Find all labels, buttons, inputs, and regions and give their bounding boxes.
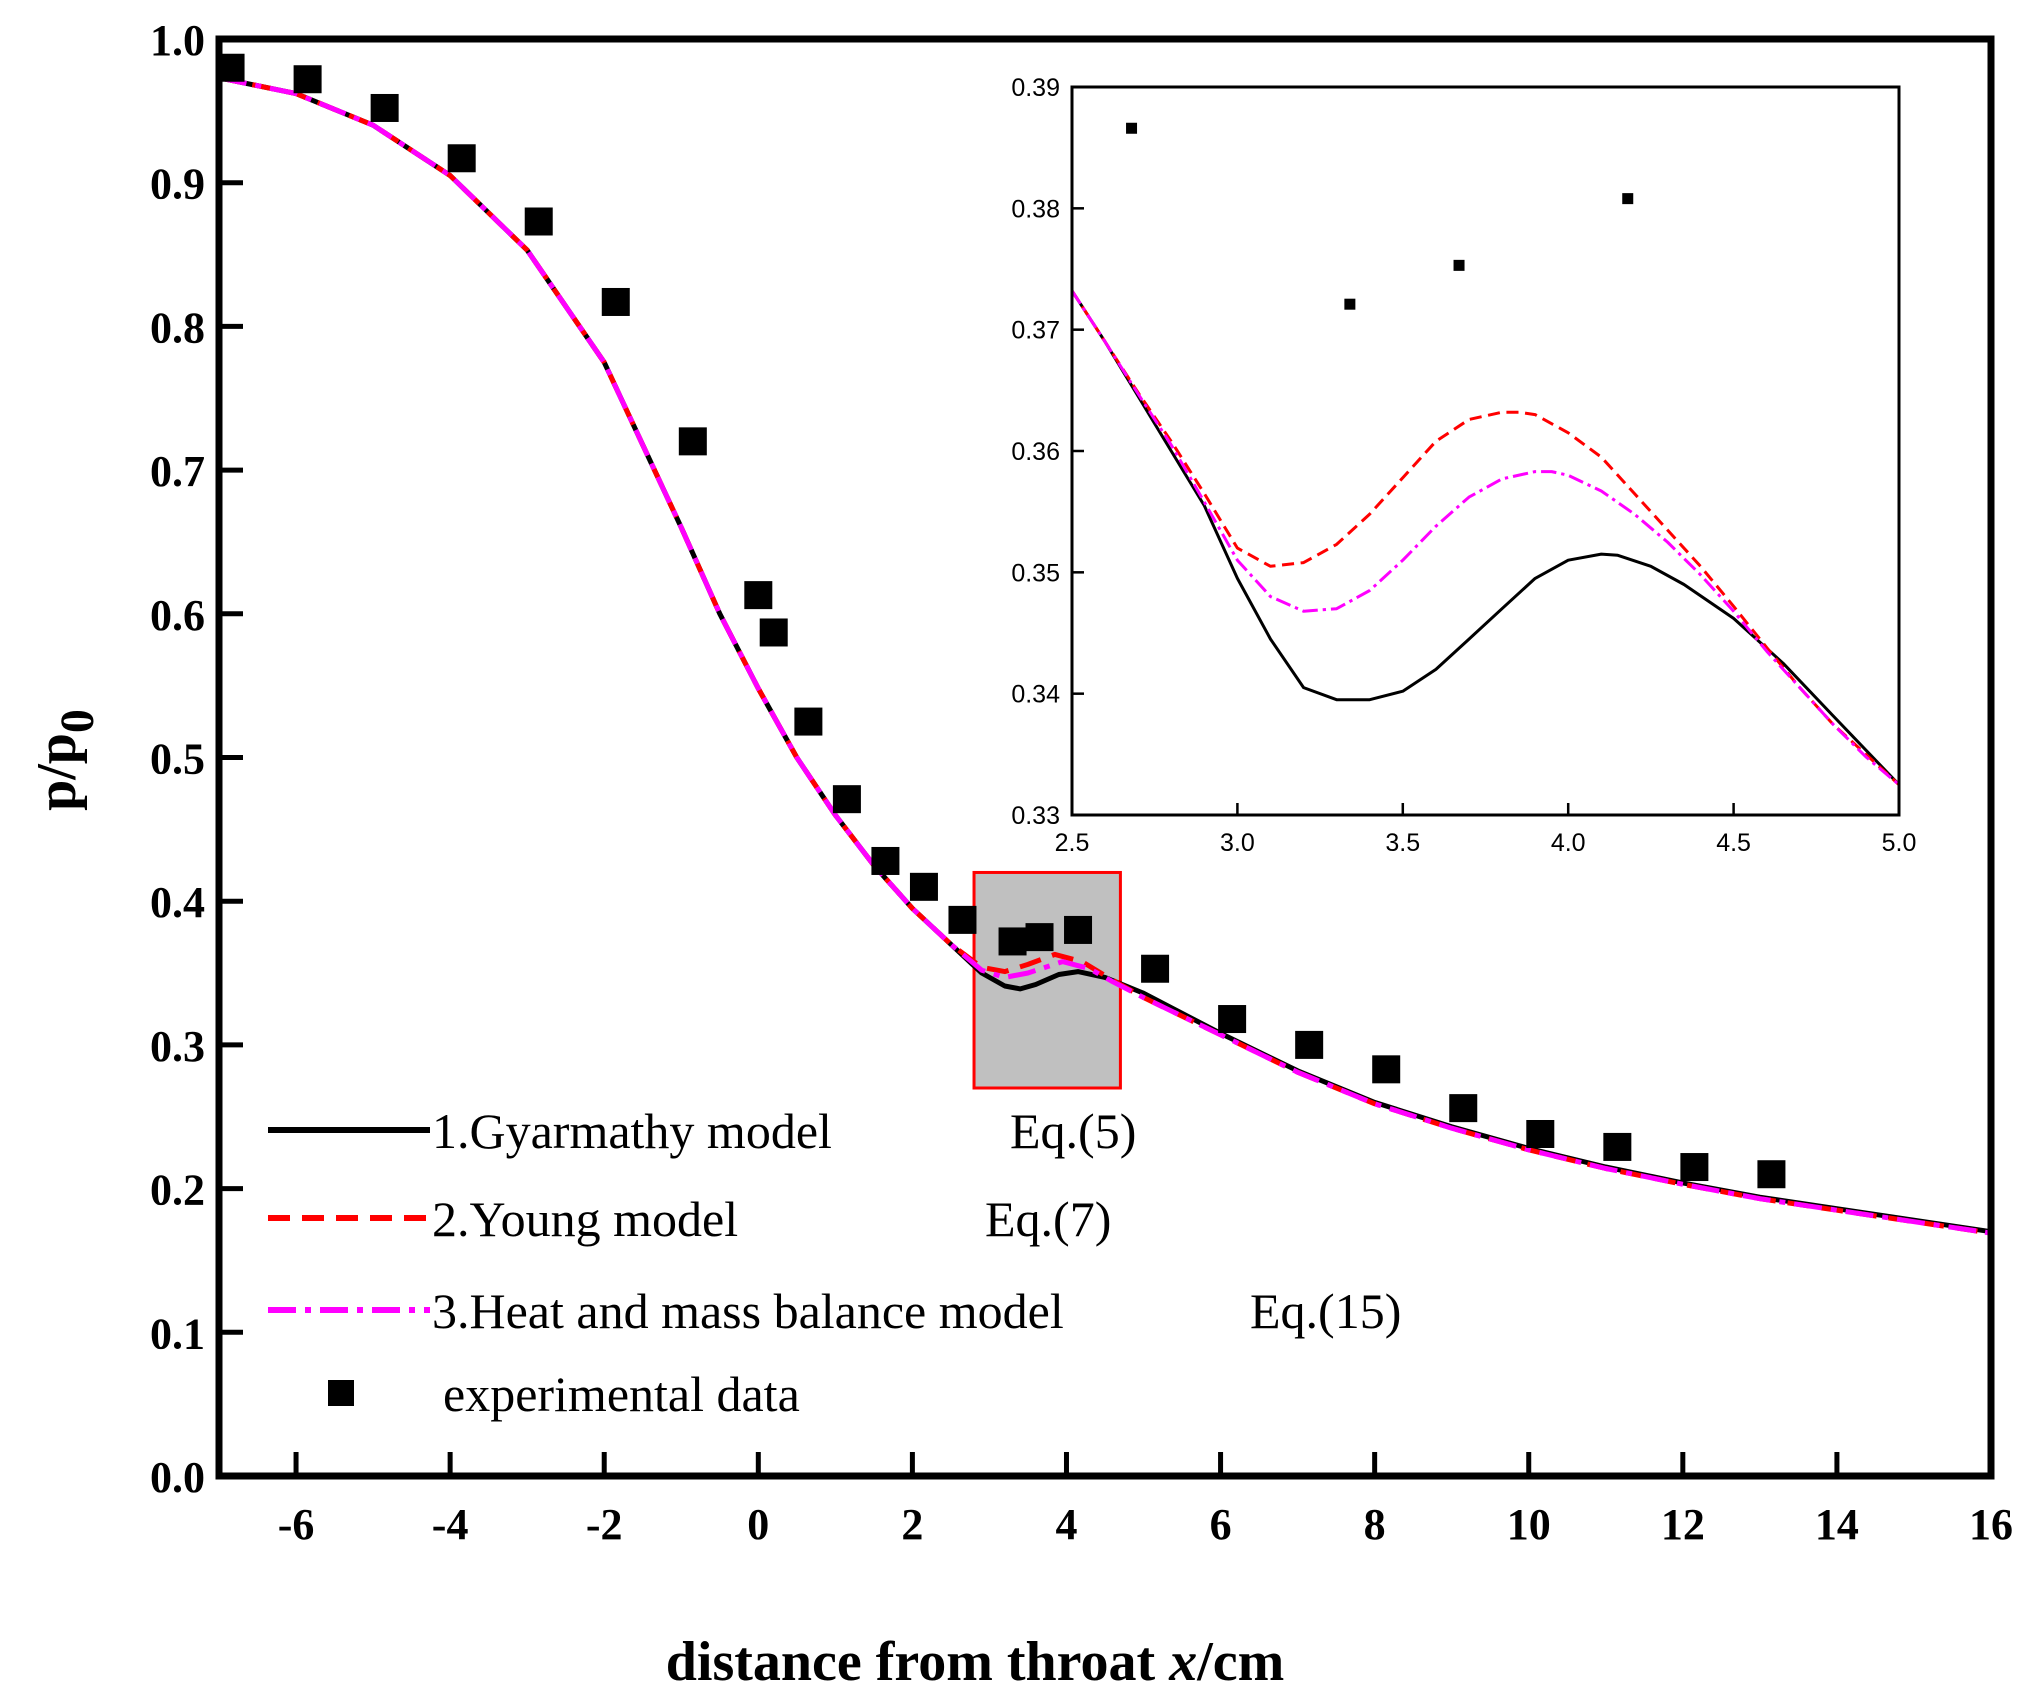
y-tick-label-0: 0.33	[1011, 802, 1060, 830]
x-tick-label-3: 4.0	[1551, 829, 1586, 857]
y-tick-label-1: 0.34	[1011, 681, 1060, 709]
data-point	[678, 427, 707, 456]
data-point	[1295, 1030, 1324, 1059]
y-tick-label-2: 0.35	[1011, 559, 1060, 587]
x-tick-label-5: 4	[1055, 1500, 1077, 1549]
data-point	[998, 927, 1027, 956]
x-tick-label-4: 2	[901, 1500, 923, 1549]
x-tick-label-1: 3.0	[1220, 829, 1255, 857]
data-point	[370, 93, 399, 122]
y-tick-label-8: 0.8	[150, 303, 205, 352]
data-point	[1218, 1005, 1247, 1034]
y-axis-title-subscript: 0	[51, 709, 104, 733]
main-axis-ticks	[219, 36, 1994, 1479]
data-point	[1757, 1160, 1786, 1189]
y-tick-label-9: 0.9	[150, 160, 205, 209]
series-line-3	[1070, 289, 1900, 786]
data-point	[1141, 954, 1170, 983]
data-point	[1126, 122, 1138, 134]
data-point	[832, 785, 861, 814]
data-point	[601, 287, 630, 316]
data-point	[293, 65, 322, 94]
data-point	[524, 207, 553, 236]
data-point	[1372, 1055, 1401, 1084]
series-line-1	[1070, 289, 1901, 786]
data-point	[909, 872, 938, 901]
y-tick-label-6: 0.39	[1011, 74, 1060, 102]
inset-experimental-points	[1126, 122, 1634, 310]
x-tick-label-5: 5.0	[1882, 829, 1917, 857]
y-tick-label-10: 1.0	[150, 16, 205, 65]
data-point	[1680, 1153, 1709, 1182]
data-point	[1622, 193, 1634, 205]
data-point	[1344, 298, 1356, 310]
x-tick-label-0: -6	[278, 1500, 315, 1549]
data-point	[1025, 923, 1054, 952]
legend: 1.Gyarmathy model Eq.(5) 2.Young model E…	[268, 1103, 1401, 1422]
y-axis-title-base: p/p	[26, 733, 88, 811]
main-plot-frame	[215, 35, 1995, 1480]
data-point	[744, 581, 773, 610]
y-tick-label-7: 0.7	[150, 447, 205, 496]
legend-label-heat-mass: 3.Heat and mass balance model	[432, 1283, 1064, 1339]
x-tick-label-8: 10	[1507, 1500, 1551, 1549]
x-tick-label-7: 8	[1364, 1500, 1386, 1549]
data-point	[1526, 1119, 1555, 1148]
y-tick-label-0: 0.0	[150, 1453, 205, 1502]
x-tick-label-2: 3.5	[1385, 829, 1420, 857]
x-tick-label-0: 2.5	[1055, 829, 1090, 857]
main-series-layer	[218, 75, 1992, 1236]
y-tick-label-2: 0.2	[150, 1166, 205, 1215]
data-point	[871, 846, 900, 875]
x-tick-label-9: 12	[1661, 1500, 1705, 1549]
x-axis-title-suffix: /cm	[1196, 1631, 1284, 1693]
data-point	[759, 618, 788, 647]
legend-equation-heat-mass: Eq.(15)	[1250, 1283, 1401, 1339]
series-line-3	[218, 75, 1992, 1236]
legend-swatch-experimental	[328, 1380, 354, 1406]
x-tick-label-6: 6	[1210, 1500, 1232, 1549]
x-tick-label-2: -2	[586, 1500, 623, 1549]
x-tick-label-10: 14	[1815, 1500, 1859, 1549]
y-axis-title: p/p0	[26, 709, 104, 811]
data-point	[948, 905, 977, 934]
inset-series-layer	[1070, 289, 1901, 786]
x-axis-title: distance from throat x/cm	[666, 1631, 1285, 1693]
legend-equation-young: Eq.(7)	[985, 1191, 1111, 1247]
legend-label-gyarmathy: 1.Gyarmathy model	[432, 1103, 832, 1159]
main-tick-labels: -6 -4 -2 0 2 4 6 8 10 12 14 16 0.0 0.1 0.2 0.3 0.4 0.5 0.6…	[150, 16, 2013, 1549]
x-axis-title-prefix: distance from throat	[666, 1631, 1169, 1693]
y-tick-label-4: 0.4	[150, 878, 205, 927]
inset-tick-labels: 2.5 3.0 3.5 4.0 4.5 5.0 0.33 0.34 0.35 0.36 0.37 0.…	[1011, 74, 1916, 857]
x-tick-label-1: -4	[432, 1500, 469, 1549]
y-tick-label-3: 0.36	[1011, 438, 1060, 466]
main-experimental-points	[216, 53, 1786, 1189]
data-point	[1603, 1132, 1632, 1161]
data-point	[1453, 259, 1465, 271]
x-tick-label-4: 4.5	[1716, 829, 1751, 857]
y-tick-label-5: 0.5	[150, 735, 205, 784]
y-tick-label-3: 0.3	[150, 1022, 205, 1071]
legend-label-experimental: experimental data	[443, 1366, 800, 1422]
data-point	[1449, 1094, 1478, 1123]
data-point	[1064, 915, 1093, 944]
x-tick-label-3: 0	[747, 1500, 769, 1549]
y-tick-label-6: 0.6	[150, 591, 205, 640]
x-axis-title-variable: x	[1168, 1631, 1197, 1693]
y-tick-label-5: 0.38	[1011, 195, 1060, 223]
series-line-2	[1070, 289, 1901, 786]
legend-equation-gyarmathy: Eq.(5)	[1010, 1103, 1136, 1159]
data-point	[794, 707, 823, 736]
inset-plot-frame	[1070, 85, 1901, 817]
y-tick-label-1: 0.1	[150, 1309, 205, 1358]
y-tick-label-4: 0.37	[1011, 317, 1060, 345]
x-tick-label-11: 16	[1969, 1500, 2013, 1549]
data-point	[447, 144, 476, 173]
legend-label-young: 2.Young model	[432, 1191, 738, 1247]
